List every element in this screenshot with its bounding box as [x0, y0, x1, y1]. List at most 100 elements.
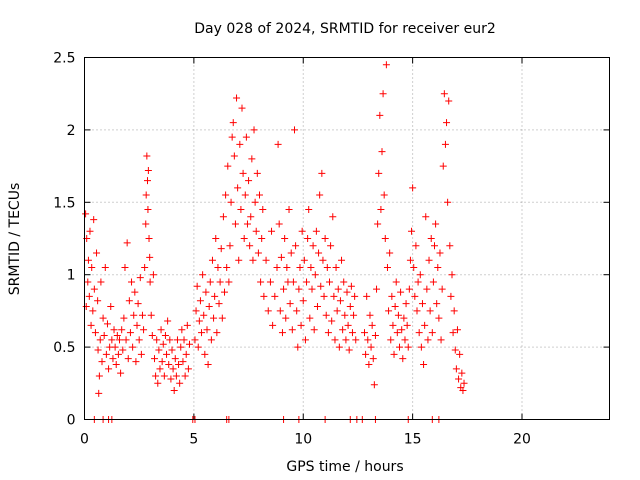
data-point — [250, 126, 258, 134]
data-point — [460, 379, 468, 387]
data-point — [312, 227, 320, 235]
data-point — [248, 155, 256, 163]
data-point — [410, 263, 418, 271]
data-point — [414, 278, 422, 286]
data-point — [217, 245, 225, 253]
data-point — [418, 300, 426, 308]
data-point — [443, 119, 451, 127]
data-point — [178, 326, 186, 334]
data-point — [364, 336, 372, 344]
data-point — [274, 140, 282, 148]
data-point — [124, 355, 132, 363]
x-tick-label: 15 — [404, 432, 422, 448]
data-point — [129, 343, 137, 351]
data-point — [330, 292, 338, 300]
data-point — [271, 292, 279, 300]
data-point — [318, 169, 326, 177]
data-point — [170, 387, 178, 395]
data-point — [212, 235, 220, 242]
data-point — [365, 360, 373, 368]
data-point — [324, 329, 332, 337]
data-point — [377, 206, 385, 214]
data-point — [198, 329, 206, 337]
data-point — [409, 184, 417, 192]
data-point — [164, 317, 172, 325]
data-point — [319, 256, 327, 264]
data-point — [109, 355, 117, 363]
data-point — [130, 311, 138, 319]
data-point — [246, 242, 254, 250]
data-point — [82, 210, 90, 218]
data-point — [289, 278, 297, 286]
data-point — [381, 235, 389, 242]
data-point — [404, 343, 412, 351]
y-tick-label: 2 — [67, 123, 76, 139]
data-point — [420, 360, 428, 368]
data-point — [336, 297, 344, 305]
data-point — [348, 329, 356, 337]
data-point — [230, 152, 238, 160]
data-point — [333, 307, 341, 315]
data-point — [228, 133, 236, 141]
data-point — [374, 220, 382, 228]
data-point — [206, 278, 214, 286]
data-point — [231, 220, 239, 228]
data-point — [321, 235, 329, 242]
data-point — [113, 332, 121, 340]
data-point — [370, 381, 378, 389]
data-point — [329, 213, 337, 221]
y-tick-label: 1.5 — [53, 195, 75, 211]
plot-frame — [84, 57, 610, 420]
data-point — [422, 213, 430, 221]
data-point — [181, 372, 189, 380]
data-point — [105, 365, 113, 373]
data-point — [398, 326, 406, 334]
data-point — [173, 336, 181, 344]
data-point — [108, 336, 116, 344]
data-point — [111, 343, 119, 351]
data-point — [116, 336, 123, 344]
data-point — [214, 263, 222, 271]
data-point — [123, 239, 131, 247]
data-point — [394, 311, 402, 319]
data-point — [182, 350, 190, 358]
data-point — [141, 263, 149, 271]
data-point — [159, 340, 167, 348]
data-point — [110, 326, 118, 334]
data-point — [213, 329, 221, 337]
data-point — [256, 191, 263, 199]
data-point — [387, 336, 395, 344]
data-point — [186, 340, 193, 348]
data-point — [192, 307, 200, 315]
data-point — [252, 227, 260, 235]
data-point — [86, 227, 94, 235]
data-point — [437, 336, 445, 344]
data-point — [238, 104, 246, 112]
data-point — [103, 320, 111, 328]
data-point — [385, 307, 393, 315]
data-point — [200, 311, 208, 319]
data-point — [287, 249, 295, 257]
data-point — [237, 206, 245, 214]
data-point — [235, 256, 243, 264]
data-point — [371, 332, 379, 340]
chart-title: Day 028 of 2024, SRMTID for receiver eur… — [194, 21, 496, 37]
data-point — [335, 343, 343, 351]
data-point — [219, 213, 227, 221]
data-point — [137, 350, 145, 358]
data-point — [453, 326, 461, 334]
data-point — [332, 263, 340, 271]
data-point — [296, 263, 304, 271]
data-point — [151, 355, 158, 363]
data-point — [363, 292, 371, 300]
data-point — [295, 285, 303, 293]
data-point — [458, 369, 466, 377]
data-point — [233, 94, 241, 102]
data-point — [210, 314, 218, 322]
data-point — [101, 263, 109, 271]
data-point — [342, 336, 350, 344]
data-point — [222, 191, 230, 199]
data-point — [405, 285, 413, 293]
data-point — [399, 355, 407, 363]
data-point — [136, 274, 144, 282]
